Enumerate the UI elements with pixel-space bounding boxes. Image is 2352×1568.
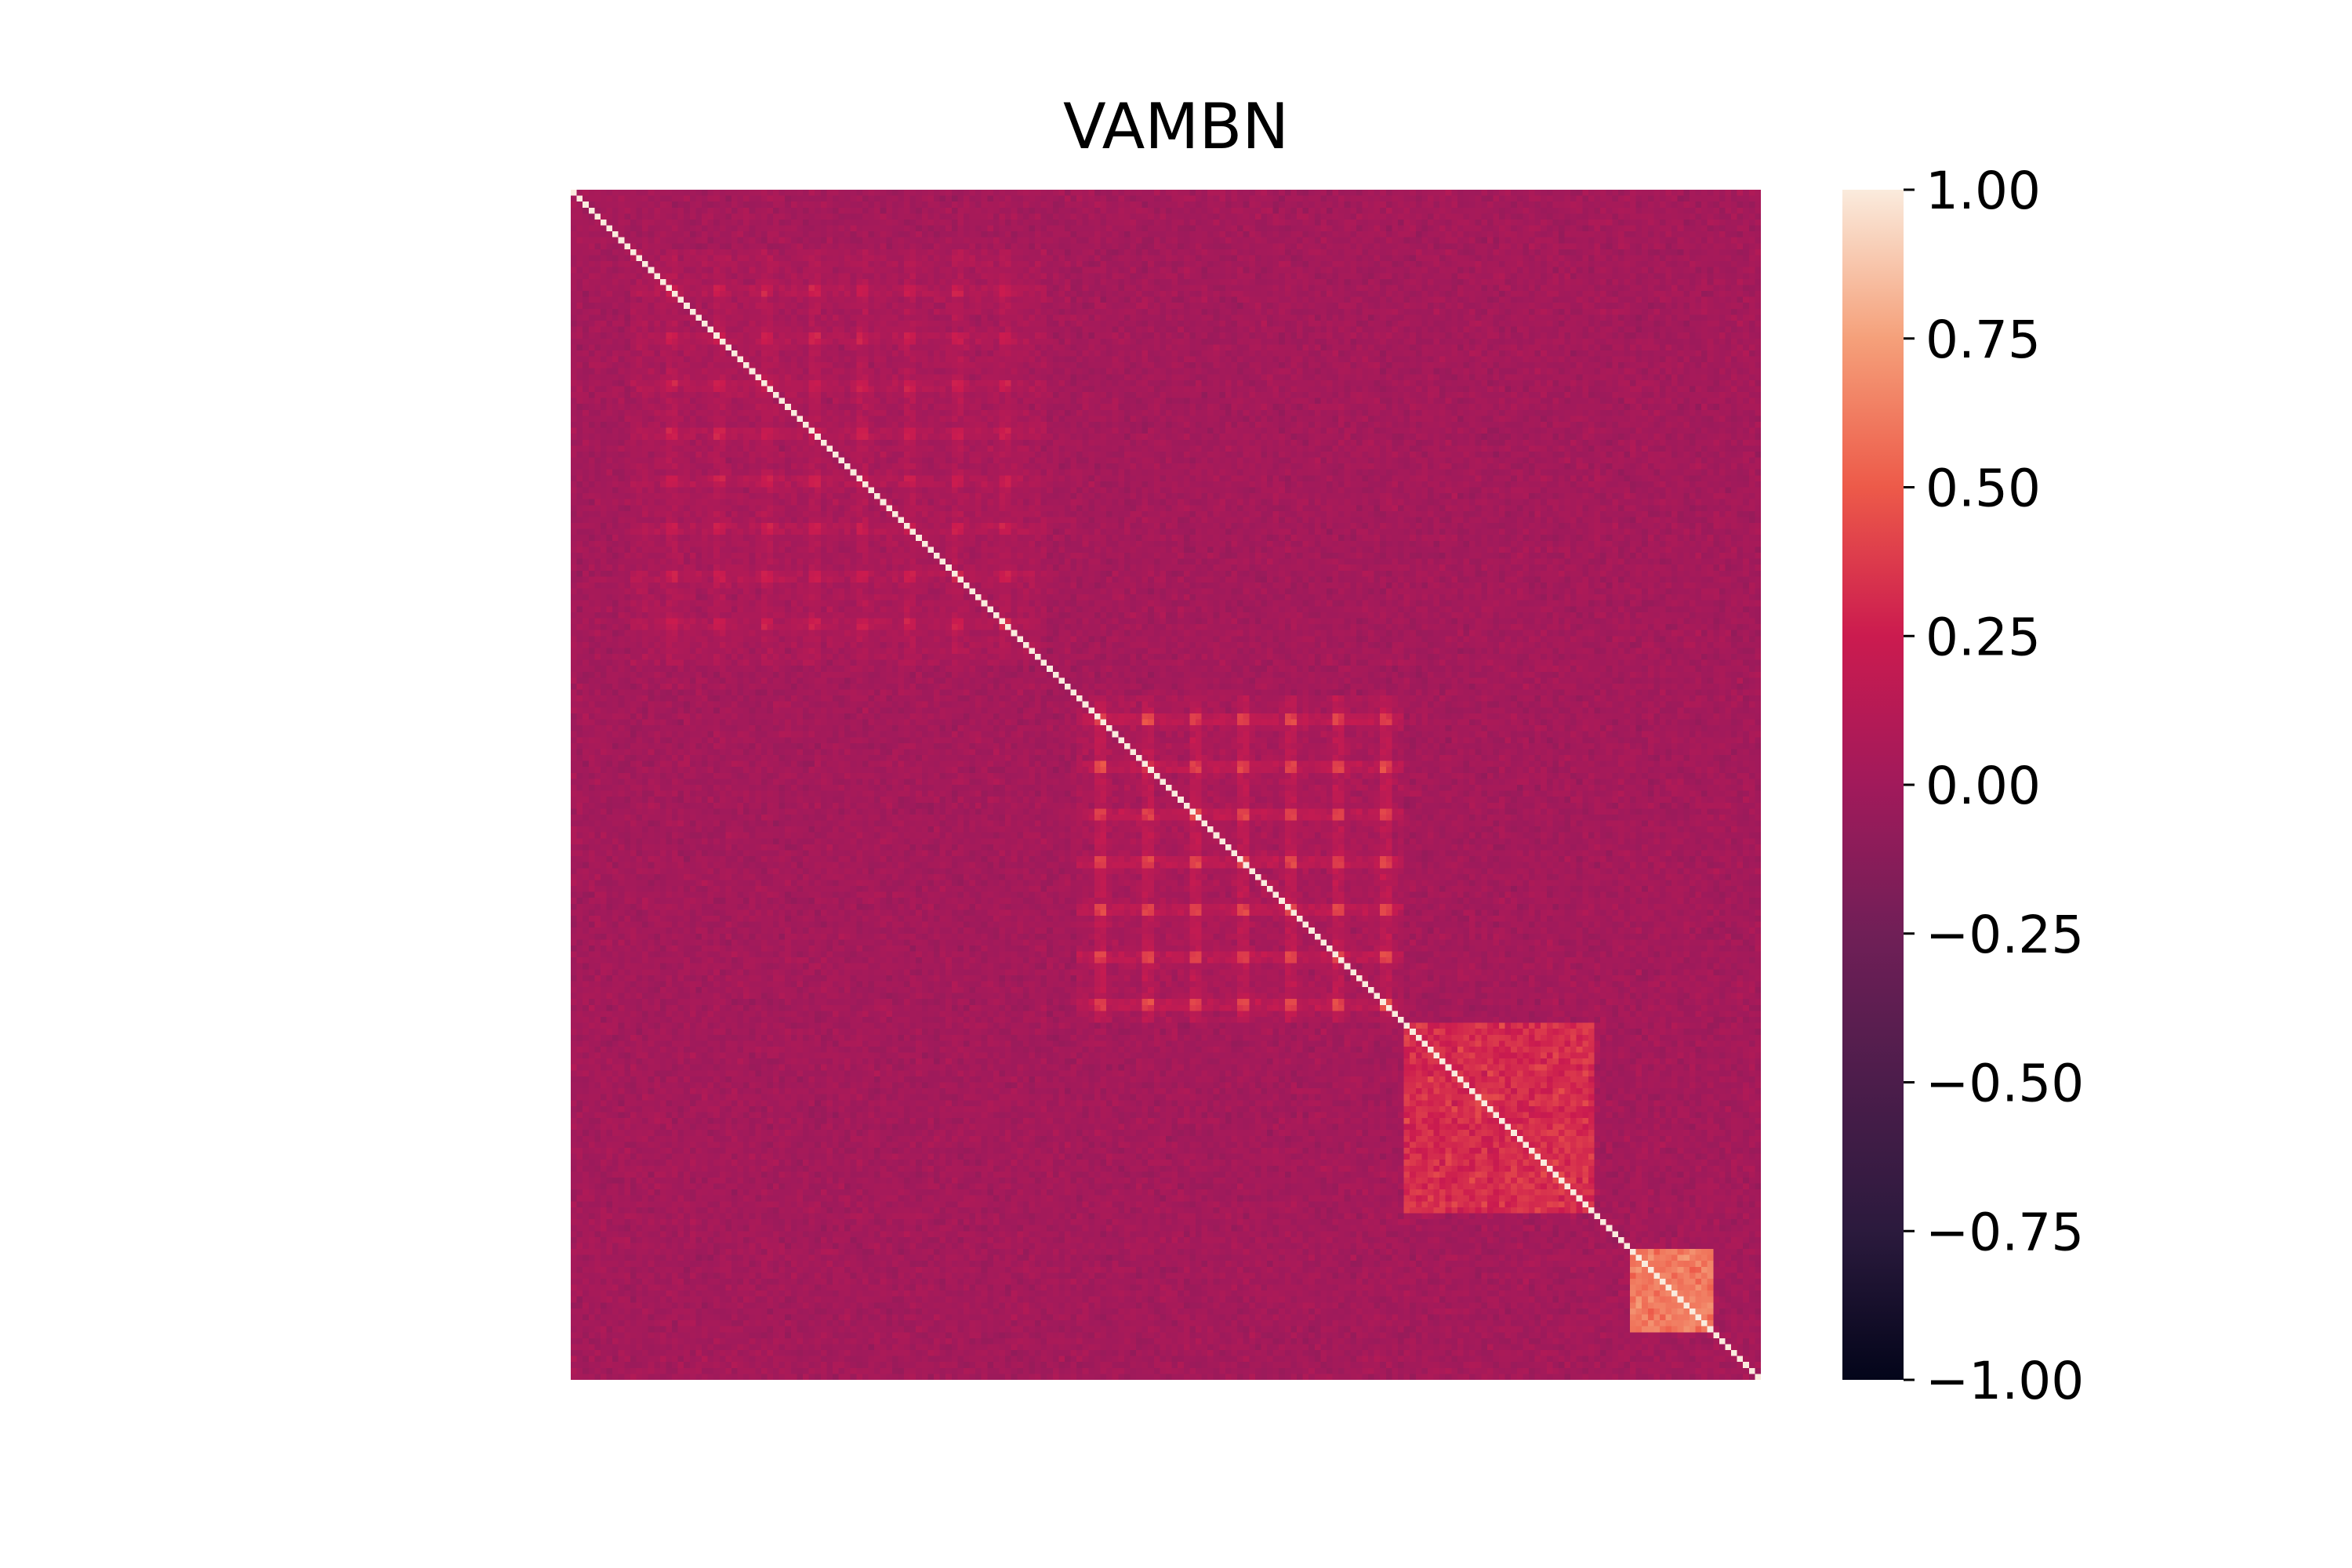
colorbar-tick-label: −0.25 [1926,905,2084,965]
colorbar-tick-label: 0.00 [1926,756,2041,816]
colorbar-tick-label: −1.00 [1926,1351,2084,1411]
colorbar-tick-label: 0.75 [1926,310,2041,370]
colorbar-tick-label: −0.50 [1926,1054,2084,1114]
colorbar-tick-label: 1.00 [1926,161,2041,221]
colorbar-tick-label: 0.25 [1926,607,2041,667]
colorbar-tick-label: 0.50 [1926,459,2041,519]
colorbar-gradient [1842,190,1904,1380]
colorbar-ticks: 1.00 0.75 0.50 0.25 0.00 −0.25 −0.50 −0.75 −1.00 [1904,161,2084,1411]
colorbar: 1.00 0.75 0.50 0.25 0.00 −0.25 −0.50 −0.75 −1.00 [1842,161,2084,1411]
chart-title: VAMBN [1062,90,1290,163]
colorbar-tick-label: −0.75 [1926,1202,2084,1262]
correlation-heatmap [571,190,1761,1380]
